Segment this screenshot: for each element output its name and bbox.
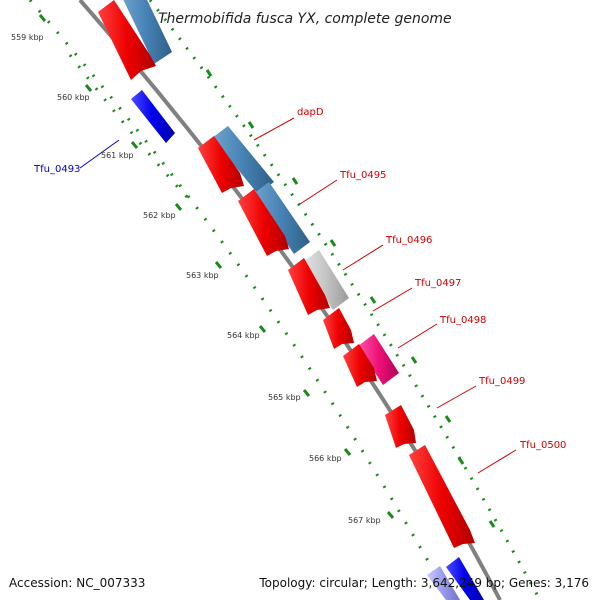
blast-hit <box>123 0 172 64</box>
reverse-cds-feature <box>131 90 175 143</box>
scale-label: 562 kbp <box>143 211 176 220</box>
leader-tfu-0496 <box>342 244 384 271</box>
cds-feature <box>385 405 416 448</box>
scale-tick <box>174 203 183 211</box>
dotted-tracks <box>28 0 542 600</box>
scale-label: 567 kbp <box>348 516 381 525</box>
accession-text: Accession: NC_007333 <box>9 576 145 590</box>
blast-hit <box>253 182 310 254</box>
gene-label-tfu-0499: Tfu_0499 <box>478 376 525 387</box>
leader-tfu-0493 <box>79 139 120 169</box>
gene-label-tfu-0498: Tfu_0498 <box>439 315 486 326</box>
cds-feature <box>343 344 377 387</box>
gene-label-tfu-0500: Tfu_0500 <box>519 440 566 451</box>
outer-tick <box>457 457 465 465</box>
gene-label-tfu-0493: Tfu_0493 <box>33 164 80 175</box>
outer-tick <box>247 121 255 129</box>
leader-tfu-0495 <box>299 179 338 205</box>
scale-ticks <box>38 14 395 519</box>
outer-tick <box>205 69 213 77</box>
scale-label: 566 kbp <box>309 454 342 463</box>
scale-tick <box>130 141 139 149</box>
track-scale <box>28 0 452 600</box>
scale-tick <box>258 325 267 333</box>
blue-hit <box>446 557 484 600</box>
outer-ticks <box>205 69 496 528</box>
gene-labels: dapD Tfu_0495 Tfu_0496 Tfu_0497 Tfu_0498… <box>33 107 566 451</box>
label-leaders <box>79 117 517 474</box>
blast-hit <box>212 126 274 194</box>
blast-hits <box>123 0 399 385</box>
scale-labels: 559 kbp 560 kbp 561 kbp 562 kbp 563 kbp … <box>11 33 381 525</box>
leader-tfu-0498 <box>397 323 438 349</box>
outer-tick <box>444 415 452 423</box>
cds-feature <box>98 0 156 80</box>
leader-tfu-0499 <box>436 385 477 409</box>
cds-features <box>98 0 475 548</box>
blast-hit-grey <box>303 250 349 310</box>
scale-tick <box>343 448 352 456</box>
scale-label: 563 kbp <box>186 271 219 280</box>
leader-tfu-0497 <box>372 287 413 312</box>
map-title: Thermobifida fusca YX, complete genome <box>158 11 452 27</box>
outer-tick <box>410 356 418 364</box>
bottom-features <box>427 557 484 600</box>
scale-label: 564 kbp <box>227 331 260 340</box>
track-inner-left <box>68 54 192 202</box>
leader-tfu-0500 <box>477 449 517 474</box>
cds-feature <box>198 136 244 193</box>
scale-tick <box>84 84 93 92</box>
cds-feature <box>288 258 330 315</box>
gene-label-tfu-0497: Tfu_0497 <box>414 278 461 289</box>
scale-label: 561 kbp <box>101 151 134 160</box>
scale-tick <box>386 511 395 519</box>
cds-feature <box>238 189 289 256</box>
scale-label: 559 kbp <box>11 33 44 42</box>
gene-label-tfu-0496: Tfu_0496 <box>385 235 432 246</box>
outer-tick <box>291 177 299 185</box>
outer-tick <box>369 296 377 304</box>
gene-label-tfu-0495: Tfu_0495 <box>339 170 386 181</box>
genome-stats-text: Topology: circular; Length: 3,642,249 bp… <box>258 576 589 590</box>
leader-dapd <box>253 117 295 141</box>
lavender-hit <box>427 566 460 600</box>
cds-feature <box>409 445 475 548</box>
scale-tick <box>38 14 47 22</box>
gene-label-dapd: dapD <box>297 107 324 118</box>
scale-label: 560 kbp <box>57 93 90 102</box>
scale-tick <box>302 389 311 397</box>
track-outer <box>148 0 542 600</box>
cds-feature <box>323 308 354 349</box>
outer-tick <box>488 520 496 528</box>
scale-label: 565 kbp <box>268 393 301 402</box>
blast-hit-magenta <box>358 334 399 385</box>
scale-tick <box>214 261 223 269</box>
outer-tick <box>329 239 337 247</box>
